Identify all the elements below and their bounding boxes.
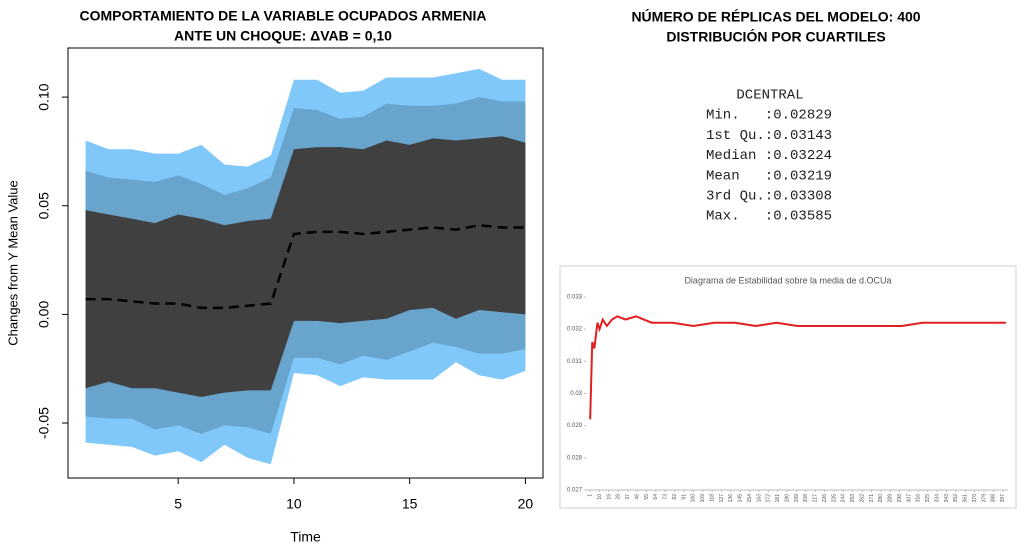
x-tick-label: 370 (972, 494, 978, 503)
x-tick-label: 10 (597, 494, 603, 500)
x-tick-label: 5 (174, 496, 182, 512)
x-tick-label: 244 (841, 494, 847, 503)
y-tick-label: 0.05 (36, 192, 52, 219)
summary-row: Mean :0.03219 (706, 168, 832, 184)
x-tick-label: 37 (625, 494, 631, 500)
x-tick-label: 118 (709, 494, 715, 502)
x-tick-label: 1 (587, 494, 593, 497)
chart-title: ANTE UN CHOQUE: ΔVAB = 0,10 (174, 28, 392, 44)
y-tick-label: 0.028 (567, 455, 583, 461)
median-line (85, 224, 526, 310)
summary-row: Max. :0.03585 (706, 209, 832, 225)
y-tick-label: 0.00 (36, 301, 52, 328)
x-tick-label: 100 (691, 494, 697, 503)
y-axis-label: Changes from Y Mean Value (5, 180, 20, 346)
x-tick-label: 271 (869, 494, 875, 503)
summary-row: 3rd Qu.:0.03308 (706, 189, 832, 205)
x-tick-label: 352 (953, 494, 959, 503)
x-tick-label: 28 (616, 494, 622, 500)
x-tick-label: 109 (700, 494, 706, 503)
x-tick-label: 325 (925, 494, 931, 503)
chart-title: Diagrama de Estabilidad sobre la media d… (684, 275, 891, 285)
x-tick-label: 181 (775, 494, 781, 503)
y-tick-label: 0.027 (567, 488, 583, 494)
y-tick-label: 0.033 (567, 295, 583, 301)
x-tick-label: 163 (756, 494, 762, 503)
x-tick-label: 253 (850, 494, 856, 503)
x-tick-label: 289 (888, 494, 894, 503)
x-tick-label: 316 (916, 494, 922, 503)
y-tick-label: -0.05 (36, 407, 52, 439)
x-tick-label: 199 (794, 494, 800, 503)
x-tick-label: 235 (831, 494, 837, 503)
x-tick-label: 388 (991, 494, 997, 503)
x-tick-label: 397 (1000, 494, 1006, 503)
y-tick-label: 0.03 (570, 391, 582, 397)
x-tick-label: 145 (738, 494, 744, 503)
plot-frame (67, 47, 544, 479)
x-tick-label: 91 (681, 494, 687, 500)
summary-row: Min. :0.02829 (706, 108, 832, 124)
x-tick-label: 64 (653, 494, 659, 500)
x-axis-label: Time (290, 529, 321, 545)
x-tick-label: 82 (672, 494, 678, 500)
x-tick-label: 20 (518, 496, 534, 512)
chart-title: COMPORTAMIENTO DE LA VARIABLE OCUPADOS A… (79, 8, 486, 24)
x-tick-label: 19 (606, 494, 612, 500)
chart-frame (559, 265, 1017, 509)
x-tick-label: 280 (878, 494, 884, 503)
x-tick-label: 154 (747, 494, 753, 503)
summary-title: DCENTRAL (736, 88, 803, 104)
x-tick-label: 190 (784, 494, 790, 503)
y-tick-label: 0.029 (567, 423, 583, 429)
header: NÚMERO DE RÉPLICAS DEL MODELO: 400 (631, 8, 920, 25)
line (589, 315, 1006, 420)
x-tick-label: 262 (859, 494, 865, 503)
x-tick-label: 307 (906, 494, 912, 503)
x-tick-label: 10 (286, 496, 302, 512)
x-tick-label: 55 (644, 494, 650, 500)
x-tick-label: 73 (663, 494, 669, 500)
y-tick-label: 0.032 (567, 327, 583, 333)
y-tick-label: 0.031 (567, 359, 583, 365)
x-tick-label: 127 (719, 494, 725, 503)
x-tick-label: 172 (766, 494, 772, 503)
x-tick-label: 379 (981, 494, 987, 503)
x-tick-label: 136 (728, 494, 734, 503)
x-tick-label: 334 (934, 494, 940, 503)
x-tick-label: 298 (897, 494, 903, 503)
x-tick-label: 217 (813, 494, 819, 503)
x-tick-label: 46 (634, 494, 640, 500)
fan-band (85, 136, 526, 397)
summary-row: 1st Qu.:0.03143 (706, 128, 832, 144)
y-tick-label: 0.10 (36, 83, 52, 110)
summary-row: Median :0.03224 (706, 148, 832, 164)
x-tick-label: 15 (402, 496, 418, 512)
x-tick-label: 226 (822, 494, 828, 503)
x-tick-label: 361 (963, 494, 969, 503)
x-tick-label: 343 (944, 494, 950, 503)
header: DISTRIBUCIÓN POR CUARTILES (666, 28, 885, 45)
x-tick-label: 208 (803, 494, 809, 503)
